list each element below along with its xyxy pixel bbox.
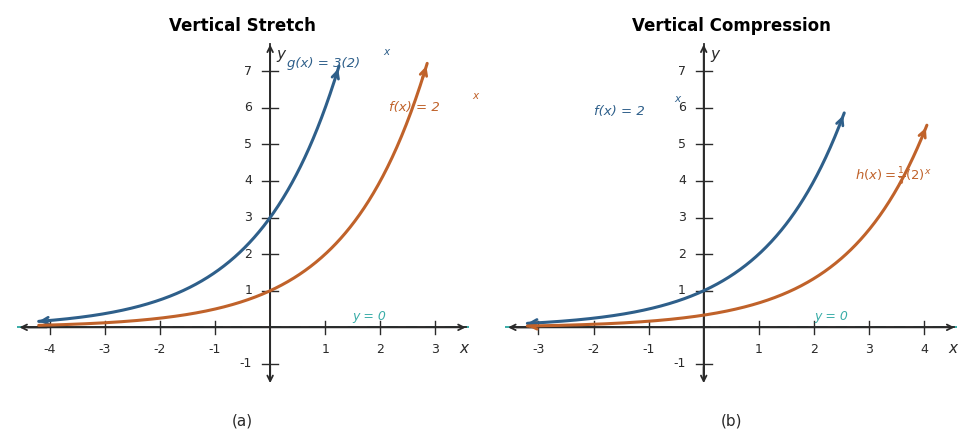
Text: 1: 1 bbox=[245, 284, 253, 297]
Text: -1: -1 bbox=[643, 343, 655, 356]
Text: (a): (a) bbox=[232, 413, 254, 429]
Text: -1: -1 bbox=[240, 357, 253, 370]
Text: 2: 2 bbox=[678, 247, 685, 261]
Text: 3: 3 bbox=[432, 343, 440, 356]
Text: 4: 4 bbox=[678, 174, 685, 187]
Text: 2: 2 bbox=[810, 343, 818, 356]
Text: x: x bbox=[674, 94, 681, 104]
Title: Vertical Stretch: Vertical Stretch bbox=[169, 16, 316, 35]
Text: -1: -1 bbox=[674, 357, 685, 370]
Text: 5: 5 bbox=[678, 138, 685, 151]
Text: 5: 5 bbox=[245, 138, 253, 151]
Text: 6: 6 bbox=[678, 101, 685, 114]
Text: 1: 1 bbox=[322, 343, 330, 356]
Text: x: x bbox=[459, 341, 469, 356]
Text: y: y bbox=[277, 47, 286, 62]
Text: x: x bbox=[383, 47, 389, 57]
Text: 3: 3 bbox=[678, 211, 685, 224]
Text: -1: -1 bbox=[209, 343, 221, 356]
Text: -2: -2 bbox=[154, 343, 166, 356]
Text: -4: -4 bbox=[44, 343, 56, 356]
Text: $h(x) = \frac{1}{3}(2)^x$: $h(x) = \frac{1}{3}(2)^x$ bbox=[855, 166, 932, 188]
Text: f(x) = 2: f(x) = 2 bbox=[389, 101, 440, 114]
Text: 7: 7 bbox=[678, 65, 685, 77]
Text: 7: 7 bbox=[245, 65, 253, 77]
Text: -2: -2 bbox=[587, 343, 600, 356]
Text: 1: 1 bbox=[755, 343, 762, 356]
Text: -3: -3 bbox=[532, 343, 545, 356]
Text: 2: 2 bbox=[376, 343, 384, 356]
Text: 3: 3 bbox=[245, 211, 253, 224]
Text: 4: 4 bbox=[920, 343, 928, 356]
Text: 6: 6 bbox=[245, 101, 253, 114]
Text: 1: 1 bbox=[678, 284, 685, 297]
Text: x: x bbox=[472, 90, 479, 101]
Text: y = 0: y = 0 bbox=[814, 310, 848, 323]
Text: 2: 2 bbox=[245, 247, 253, 261]
Text: x: x bbox=[949, 341, 957, 356]
Text: f(x) = 2: f(x) = 2 bbox=[594, 105, 644, 118]
Text: g(x) = 3(2): g(x) = 3(2) bbox=[287, 57, 360, 70]
Text: y = 0: y = 0 bbox=[353, 310, 387, 323]
Text: y: y bbox=[711, 47, 720, 62]
Text: (b): (b) bbox=[721, 413, 742, 429]
Text: 4: 4 bbox=[245, 174, 253, 187]
Text: -3: -3 bbox=[98, 343, 111, 356]
Title: Vertical Compression: Vertical Compression bbox=[632, 16, 831, 35]
Text: 3: 3 bbox=[865, 343, 873, 356]
